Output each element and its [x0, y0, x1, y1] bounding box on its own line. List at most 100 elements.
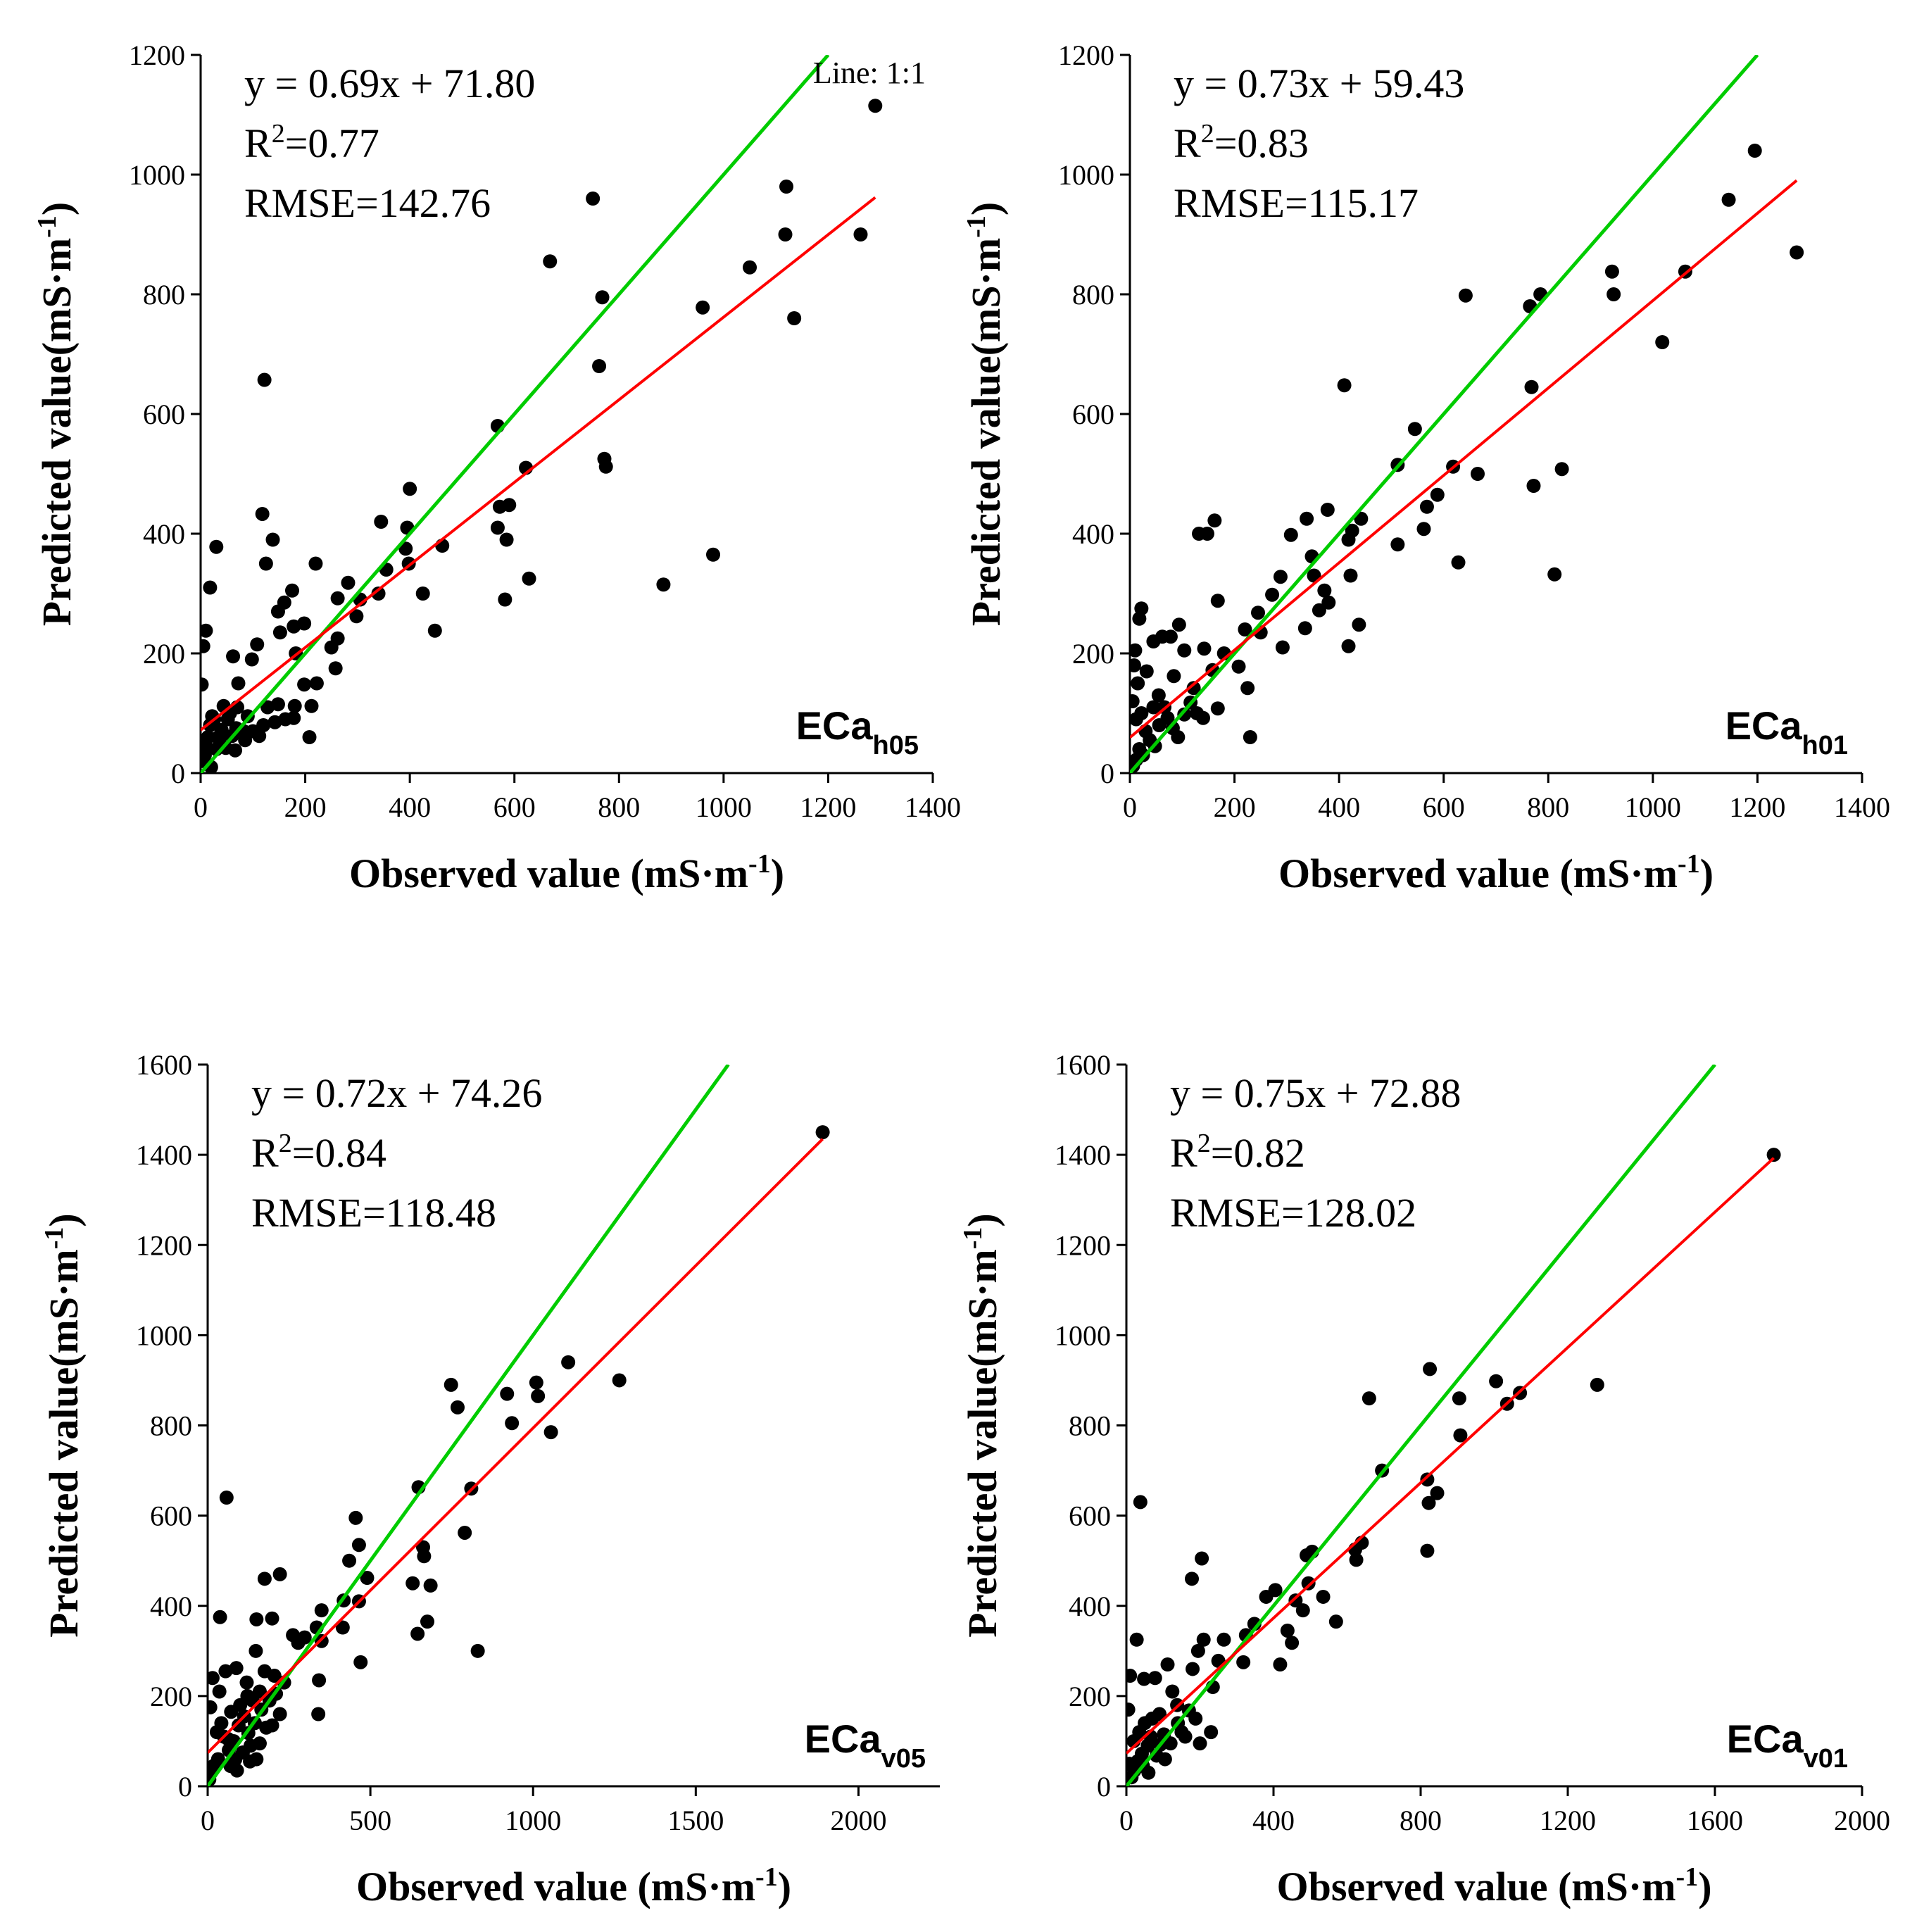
data-point: [265, 532, 280, 547]
data-point: [1390, 537, 1405, 552]
data-point: [1163, 1736, 1178, 1751]
x-tick-label: 500: [349, 1805, 391, 1836]
x-axis-title: Observed value (mS·m-1): [349, 849, 784, 896]
data-point: [209, 539, 224, 554]
y-tick-label: 1000: [1058, 159, 1114, 191]
data-point: [1240, 681, 1255, 696]
data-point: [341, 575, 356, 590]
panel-label: ECah01: [1725, 703, 1848, 760]
y-axis-title-exponent: -1: [32, 215, 62, 238]
data-point: [258, 556, 273, 571]
data-point: [1132, 611, 1147, 626]
data-point: [252, 1684, 267, 1699]
data-point: [1471, 467, 1485, 481]
data-point: [308, 556, 323, 571]
data-point: [1607, 287, 1621, 301]
r-squared-value: =0.83: [1214, 120, 1309, 166]
y-axis-title-text: Predicted value(mS·m: [963, 238, 1009, 626]
data-point: [312, 1673, 327, 1688]
data-point: [257, 1572, 272, 1586]
data-point: [498, 592, 513, 607]
x-tick-label: 0: [201, 1805, 215, 1836]
data-point: [1146, 700, 1161, 715]
data-point: [586, 192, 601, 206]
y-tick-label: 1200: [1055, 1229, 1111, 1261]
data-point: [423, 1578, 438, 1593]
data-point: [342, 1553, 357, 1568]
data-point: [330, 591, 345, 606]
data-point: [531, 1388, 546, 1403]
data-point: [1265, 587, 1280, 602]
y-tick-label: 1200: [1058, 39, 1114, 71]
data-point: [265, 1611, 279, 1626]
y-axis-title: Predicted value(mS·m-1): [39, 1213, 87, 1637]
r-squared-symbol: R: [1170, 1130, 1197, 1176]
data-point: [1288, 1593, 1303, 1608]
data-point: [1280, 1623, 1295, 1638]
y-axis-title-text: Predicted value(mS·m: [41, 1249, 87, 1637]
r-squared: R2=0.77: [244, 119, 379, 166]
data-point: [335, 1620, 350, 1635]
data-point: [229, 1661, 244, 1676]
y-tick-label: 800: [150, 1410, 192, 1442]
data-point: [1178, 1729, 1193, 1744]
r-squared: R2=0.83: [1174, 119, 1309, 166]
data-point: [543, 254, 558, 269]
data-point: [1130, 658, 1141, 672]
data-point: [1297, 621, 1312, 636]
data-point: [201, 623, 213, 638]
y-tick-label: 1400: [1055, 1139, 1111, 1171]
r-squared-symbol: R: [251, 1130, 279, 1176]
data-point: [255, 506, 270, 521]
data-point: [612, 1373, 627, 1388]
y-tick-label: 200: [150, 1681, 192, 1712]
data-point: [1328, 1614, 1343, 1629]
y-tick-label: 600: [1069, 1500, 1111, 1532]
data-point: [405, 1576, 420, 1591]
data-point: [1165, 1684, 1180, 1699]
data-point: [779, 180, 793, 194]
panel-label-base: ECa: [805, 1717, 882, 1761]
data-point: [297, 677, 312, 692]
one-to-one-line: [1130, 55, 1759, 773]
panel-label-base: ECa: [1725, 703, 1803, 748]
data-point: [302, 730, 317, 744]
r-squared-exponent: 2: [1201, 119, 1214, 149]
data-point: [1655, 335, 1670, 349]
data-point: [470, 1643, 485, 1658]
data-point: [1139, 664, 1154, 679]
x-tick-label: 1600: [1687, 1805, 1743, 1836]
data-point: [505, 1416, 520, 1431]
data-point: [1134, 706, 1149, 720]
data-point: [1341, 639, 1356, 653]
data-point: [249, 1612, 264, 1626]
x-tick-label: 400: [389, 791, 431, 823]
rmse: RMSE=128.02: [1170, 1190, 1416, 1236]
data-point: [244, 652, 259, 667]
data-point: [815, 1125, 830, 1140]
data-point: [287, 619, 301, 634]
data-point: [1197, 641, 1212, 656]
data-point: [1151, 688, 1166, 703]
r-squared-symbol: R: [244, 120, 272, 166]
data-point: [270, 604, 285, 619]
x-tick-label: 1200: [1540, 1805, 1596, 1836]
data-point: [1419, 499, 1434, 514]
data-point: [1452, 1391, 1466, 1406]
y-tick-label: 800: [1072, 279, 1114, 310]
y-tick-label: 200: [1069, 1681, 1111, 1712]
data-point: [1236, 1655, 1251, 1669]
data-point: [1126, 1669, 1138, 1683]
x-axis-title: Observed value (mS·m-1): [1278, 849, 1714, 896]
data-point: [1320, 503, 1335, 517]
data-point: [371, 586, 386, 601]
data-point: [1177, 643, 1192, 658]
data-point: [1285, 1636, 1300, 1650]
plot-area: [201, 55, 883, 773]
y-tick-label: 600: [150, 1500, 192, 1532]
panel-label-base: ECa: [1727, 1717, 1804, 1761]
panel-label: ECav05: [805, 1717, 926, 1774]
data-point: [543, 1425, 558, 1440]
data-point: [1130, 694, 1140, 708]
